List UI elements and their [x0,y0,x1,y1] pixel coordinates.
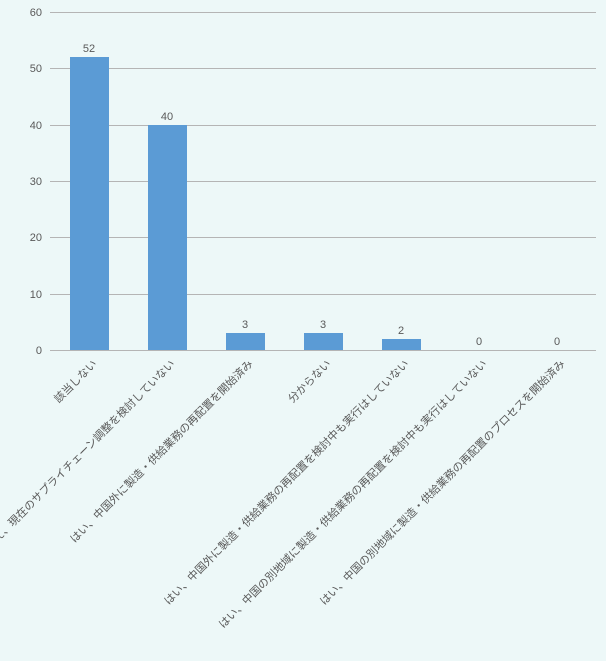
bar-value-label: 3 [242,319,248,331]
bar-slot: 3 [284,12,362,350]
x-axis-label: 該当しない [50,356,100,406]
bar-chart: 0102030405060 524033200 該当しないいいえ、現在のサプライ… [0,0,606,661]
x-axis-label: はい、中国の別地域に製造・供給業務の再配置を検討中も実行はしていない [215,356,491,632]
x-label-slot: 該当しない [50,350,128,351]
bar-slot: 0 [440,12,518,350]
bar-slot: 40 [128,12,206,350]
y-tick-label: 20 [30,232,50,244]
bars-group: 52 40 3 3 2 0 0 [50,12,596,350]
bar-value-label: 0 [554,336,560,348]
x-label-slot: 分からない [284,350,362,351]
x-axis-label: はい、中国外に製造・供給業務の再配置を開始済み [66,356,256,546]
y-tick-label: 40 [30,120,50,132]
bar-slot: 2 [362,12,440,350]
bar-value-label: 40 [161,111,173,123]
bar [304,333,343,350]
bar-slot: 52 [50,12,128,350]
bar-value-label: 52 [83,43,95,55]
y-tick-label: 50 [30,63,50,75]
x-label-slot: はい、中国の別地域に製造・供給業務の再配置のプロセスを開始済み [518,350,596,351]
x-axis-label: 分からない [284,356,334,406]
x-label-slot: はい、中国外に製造・供給業務の再配置を検討中も実行はしていない [362,350,440,351]
bar [382,339,421,350]
bar-value-label: 0 [476,336,482,348]
bar-value-label: 3 [320,319,326,331]
x-label-slot: いいえ、現在のサプライチェーン調整を検討していない [128,350,206,351]
bar [148,125,187,350]
bar [70,57,109,350]
bar-slot: 3 [206,12,284,350]
bar-value-label: 2 [398,325,404,337]
bar-slot: 0 [518,12,596,350]
plot-area: 0102030405060 524033200 [50,12,596,351]
bar [226,333,265,350]
x-axis-labels: 該当しないいいえ、現在のサプライチェーン調整を検討していないはい、中国外に製造・… [50,350,596,351]
x-label-slot: はい、中国の別地域に製造・供給業務の再配置を検討中も実行はしていない [440,350,518,351]
y-tick-label: 10 [30,289,50,301]
x-label-slot: はい、中国外に製造・供給業務の再配置を開始済み [206,350,284,351]
y-tick-label: 0 [36,345,50,357]
y-tick-label: 60 [30,7,50,19]
y-tick-label: 30 [30,176,50,188]
